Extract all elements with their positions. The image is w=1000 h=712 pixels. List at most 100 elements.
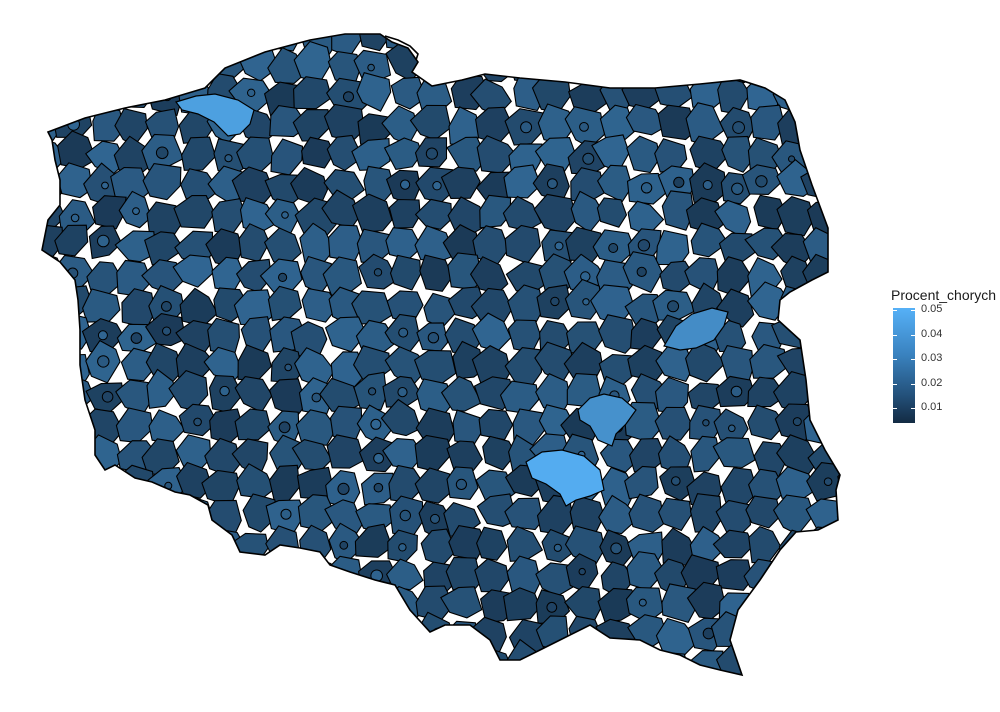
city-region xyxy=(730,385,743,398)
city-region xyxy=(103,601,111,610)
powiat-region xyxy=(295,409,338,446)
powiat-region xyxy=(598,34,629,58)
powiat-region xyxy=(421,643,459,675)
kielce-area xyxy=(525,449,605,507)
powiat-region xyxy=(631,678,664,712)
powiat-region xyxy=(117,47,152,82)
powiat-region xyxy=(383,673,421,675)
powiat-region xyxy=(419,46,460,83)
powiat-region xyxy=(54,586,92,622)
powiat-region xyxy=(117,586,153,627)
powiat-region xyxy=(839,288,840,325)
powiat-region xyxy=(145,523,182,566)
powiat-region xyxy=(388,198,421,229)
powiat-region xyxy=(661,583,697,624)
powiat-region xyxy=(654,406,693,441)
city-region xyxy=(194,573,203,582)
powiat-region xyxy=(539,671,579,675)
powiat-region xyxy=(838,527,840,568)
powiat-region xyxy=(353,619,389,653)
powiat-region xyxy=(628,493,665,533)
legend-tick xyxy=(893,310,897,311)
powiat-region xyxy=(266,677,308,711)
city-region xyxy=(552,657,565,669)
powiat-region xyxy=(843,679,877,712)
powiat-region xyxy=(502,587,541,622)
legend-title: Procent_chorych xyxy=(891,287,997,303)
city-region xyxy=(817,656,831,670)
powiat-region xyxy=(266,644,309,675)
powiat-region xyxy=(479,34,512,52)
powiat-region xyxy=(172,254,214,288)
powiat-region xyxy=(356,72,392,112)
powiat-region xyxy=(715,288,755,328)
powiat-region xyxy=(452,409,482,446)
powiat-region xyxy=(334,680,363,712)
powiat-region xyxy=(595,618,637,656)
powiat-region xyxy=(803,551,840,593)
powiat-region xyxy=(770,615,815,653)
powiat-region xyxy=(802,646,840,675)
powiat-region xyxy=(474,558,510,593)
powiat-region xyxy=(357,34,392,52)
powiat-region xyxy=(26,683,62,712)
powiat-region xyxy=(141,672,181,675)
city-region xyxy=(667,300,680,313)
powiat-region xyxy=(567,679,600,710)
powiat-region xyxy=(543,645,581,675)
powiat-region xyxy=(42,466,61,503)
powiat-region xyxy=(657,104,698,141)
mazovia-east-area xyxy=(663,307,729,351)
powiat-region xyxy=(351,193,393,233)
powiat-region xyxy=(147,583,184,621)
powiat-region xyxy=(781,34,819,51)
powiat-region xyxy=(231,166,275,204)
powiat-region xyxy=(805,286,840,324)
legend-colorbar xyxy=(893,308,915,423)
city-region xyxy=(246,660,257,671)
powiat-region xyxy=(598,494,640,535)
powiat-region xyxy=(655,229,690,266)
city-region xyxy=(97,234,110,248)
powiat-region xyxy=(773,555,815,596)
city-region xyxy=(462,34,471,42)
powiat-region xyxy=(838,133,840,172)
legend-label-high: 0.05 xyxy=(921,303,943,315)
powiat-region xyxy=(836,105,840,141)
powiat-region xyxy=(234,677,275,712)
powiat-region xyxy=(776,648,817,675)
hel-peninsula xyxy=(384,35,419,61)
city-region xyxy=(698,688,707,697)
city-region xyxy=(284,634,294,644)
koszalin-area xyxy=(175,93,255,137)
powiat-region xyxy=(414,198,453,230)
powiat-region xyxy=(834,374,840,419)
powiat-region xyxy=(476,526,508,561)
powiat-region xyxy=(443,34,485,53)
powiat-region xyxy=(809,70,840,113)
city-region xyxy=(702,180,713,190)
powiat-region xyxy=(810,134,840,172)
city-region xyxy=(161,301,172,312)
city-region xyxy=(98,690,105,697)
powiat-region xyxy=(687,34,723,56)
powiat-region xyxy=(326,643,369,675)
powiat-region xyxy=(780,285,815,322)
powiat-region xyxy=(836,500,840,534)
powiat-region xyxy=(86,44,122,85)
powiat-region xyxy=(801,526,840,561)
powiat-region xyxy=(115,464,156,508)
powiat-region xyxy=(440,166,481,199)
powiat-region xyxy=(42,557,61,596)
powiat-region xyxy=(295,556,340,596)
legend-tick xyxy=(893,408,897,409)
powiat-region xyxy=(42,584,64,620)
city-region xyxy=(702,419,710,427)
powiat-region xyxy=(42,434,64,476)
powiat-region xyxy=(359,673,391,675)
powiat-region xyxy=(262,590,305,627)
powiat-region xyxy=(142,617,180,649)
city-region xyxy=(397,387,408,398)
powiat-region xyxy=(655,34,696,50)
powiat-region xyxy=(293,620,333,660)
